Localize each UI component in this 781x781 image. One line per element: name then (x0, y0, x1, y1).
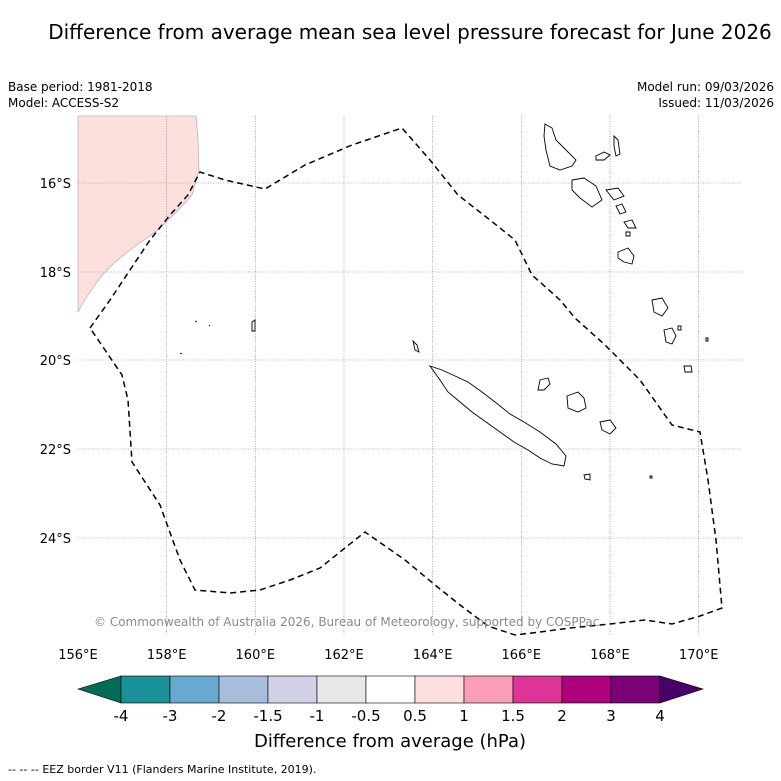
lon-tick-158: 158°E (147, 648, 187, 663)
lon-tick-labels: 156°E 158°E 160°E 162°E 164°E 166°E 168°… (58, 648, 718, 663)
colorbar-segment (561, 675, 612, 704)
colorbar-segment (365, 675, 416, 704)
lon-tick-162: 162°E (324, 648, 364, 663)
colorbar-segment (463, 675, 514, 704)
colorbar-segment (316, 675, 367, 704)
base-period: Base period: 1981-2018 (8, 80, 153, 94)
lon-tick-168: 168°E (590, 648, 630, 663)
colorbar-segment (610, 675, 661, 704)
colorbar-segment (267, 675, 318, 704)
map-panel: © Commonwealth of Australia 2026, Bureau… (77, 115, 743, 636)
colorbar-tick-label: 1 (459, 707, 469, 725)
map-credit: © Commonwealth of Australia 2026, Bureau… (94, 615, 599, 629)
ouvea-landmass (537, 377, 551, 391)
colorbar-segment (414, 675, 465, 704)
issued-date: Issued: 11/03/2026 (658, 96, 774, 110)
colorbar-tick-label: -2 (212, 707, 227, 725)
mare-landmass (599, 419, 617, 435)
colorbar: -4 -3 -2 -1.5 -1 -0.5 0.5 1 1.5 2 3 4 Difference fr… (76, 675, 705, 752)
lon-tick-170: 170°E (679, 648, 719, 663)
lat-tick-18: 18°S (40, 266, 71, 281)
lon-tick-160: 160°E (236, 648, 276, 663)
colorbar-tick-label: -3 (163, 707, 178, 725)
anomaly-region-shading (77, 115, 200, 313)
metadata-left: Base period: 1981-2018 Model: ACCESS-S2 (8, 79, 153, 111)
colorbar-tick-label: 0.5 (403, 707, 427, 725)
vanuatu-landmasses (543, 123, 709, 479)
colorbar-title: Difference from average (hPa) (254, 731, 526, 752)
colorbar-tick-label: -0.5 (351, 707, 380, 725)
map-background (78, 116, 743, 635)
page-title: Difference from average mean sea level p… (48, 20, 772, 44)
lon-tick-156: 156°E (58, 648, 98, 663)
lon-tick-164: 164°E (413, 648, 453, 663)
lat-tick-16: 16°S (40, 177, 71, 192)
eez-legend: -- -- -- EEZ border V11 (Flanders Marine… (8, 763, 316, 776)
colorbar-segment (218, 675, 269, 704)
colorbar-tick-labels: -4 -3 -2 -1.5 -1 -0.5 0.5 1 1.5 2 3 4 (114, 707, 665, 725)
colorbar-under-arrow (76, 675, 122, 704)
isle-of-pines-landmass (583, 473, 591, 481)
lon-tick-166: 166°E (502, 648, 542, 663)
colorbar-segment (512, 675, 563, 704)
colorbar-over-arrow (659, 675, 705, 704)
chesterfield-islets (179, 319, 256, 355)
colorbar-tick-label: 4 (655, 707, 665, 725)
colorbar-tick-label: -1.5 (253, 707, 282, 725)
model-name: Model: ACCESS-S2 (8, 96, 120, 110)
colorbar-segments (120, 675, 661, 704)
belep-islands-landmass (412, 339, 420, 353)
colorbar-segment (169, 675, 220, 704)
colorbar-tick-label: 2 (557, 707, 567, 725)
lat-tick-labels: 16°S 18°S 20°S 22°S 24°S (40, 177, 71, 547)
lifou-landmass (566, 391, 587, 413)
gridlines (78, 116, 743, 635)
colorbar-segment (120, 675, 171, 704)
eez-legend-symbol: -- -- -- (8, 763, 39, 776)
colorbar-tick-label: 3 (606, 707, 616, 725)
lat-tick-24: 24°S (40, 532, 71, 547)
model-run: Model run: 09/03/2026 (636, 80, 774, 94)
colorbar-tick-label: -4 (114, 707, 129, 725)
eez-border (89, 127, 723, 636)
colorbar-tick-label: 1.5 (501, 707, 525, 725)
lat-tick-20: 20°S (40, 354, 71, 369)
eez-legend-label: EEZ border V11 (Flanders Marine Institut… (42, 763, 317, 776)
metadata-right: Model run: 09/03/2026 Issued: 11/03/2026 (637, 79, 774, 111)
colorbar-tick-label: -1 (310, 707, 325, 725)
new-caledonia-landmass (428, 365, 567, 467)
lat-tick-22: 22°S (40, 443, 71, 458)
